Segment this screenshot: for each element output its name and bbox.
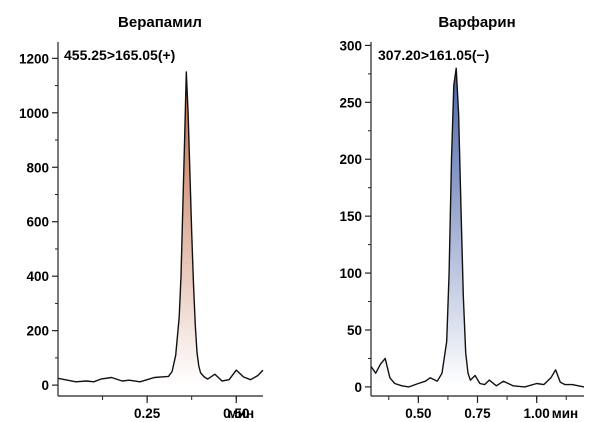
- peak-fill-area: [58, 72, 263, 386]
- chart-title: Верапамил: [118, 14, 202, 31]
- chart-panel-1: Верапамил 0 200 400 600 800 1000 1200 0.25 0.50ми…: [19, 14, 264, 421]
- series-line: [57, 71, 264, 383]
- y-tick-label: 800: [26, 160, 49, 175]
- x-tick-label: 1.00: [524, 406, 550, 421]
- y-tick-label: 100: [339, 266, 362, 281]
- x-unit-label: мин: [552, 406, 578, 421]
- mrm-transition-label: 307.20>161.05(−): [378, 47, 489, 63]
- y-tick-label: 0: [354, 380, 362, 395]
- y-tick-label: 150: [339, 209, 362, 224]
- y-tick-label: 250: [339, 95, 362, 110]
- peak-fill-area: [371, 68, 584, 387]
- y-tick-label: 200: [26, 324, 49, 339]
- x-tick-label: 0.50: [223, 406, 249, 421]
- annotation-background: [60, 44, 220, 66]
- y-tick-label: 200: [339, 152, 362, 167]
- y-tick-label: 1000: [19, 106, 49, 121]
- y-tick-label: 0: [41, 378, 49, 393]
- y-tick-label: 300: [339, 38, 362, 53]
- series-line: [370, 67, 585, 388]
- x-tick-label: 0.25: [134, 406, 161, 421]
- y-tick-label: 600: [26, 215, 49, 230]
- x-tick-label: 0.75: [464, 406, 491, 421]
- mrm-transition-label: 455.25>165.05(+): [64, 47, 175, 63]
- y-tick-label: 1200: [19, 51, 49, 66]
- y-tick-label: 400: [26, 269, 49, 284]
- x-unit-label: мин: [228, 406, 254, 421]
- y-tick-label: 50: [347, 323, 362, 338]
- annotation-background: [373, 44, 533, 66]
- x-tick-label: 0.50: [405, 406, 431, 421]
- chart-title: Варфарин: [438, 14, 515, 31]
- chart-panel-2: Варфарин 0 50 100 150 200 250 300 0.50 0.75 1.00 ми…: [339, 14, 585, 421]
